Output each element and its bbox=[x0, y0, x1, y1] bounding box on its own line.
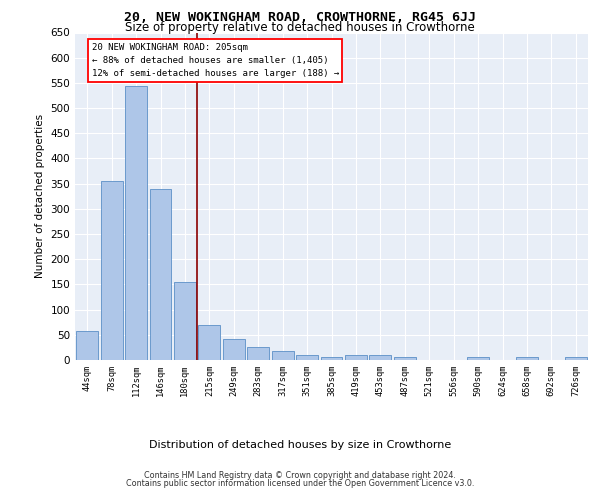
Bar bbox=[320, 358, 343, 360]
Y-axis label: Number of detached properties: Number of detached properties bbox=[35, 114, 45, 278]
Bar bbox=[76, 332, 98, 360]
Bar bbox=[345, 356, 367, 360]
Bar bbox=[174, 282, 196, 360]
Bar bbox=[223, 339, 245, 360]
Bar bbox=[199, 324, 220, 360]
Bar bbox=[516, 358, 538, 360]
Bar bbox=[125, 86, 147, 360]
Bar bbox=[101, 181, 122, 360]
Bar bbox=[149, 189, 172, 360]
Bar bbox=[467, 358, 489, 360]
Bar bbox=[247, 348, 269, 360]
Text: 20 NEW WOKINGHAM ROAD: 205sqm
← 88% of detached houses are smaller (1,405)
12% o: 20 NEW WOKINGHAM ROAD: 205sqm ← 88% of d… bbox=[92, 42, 339, 78]
Text: Contains public sector information licensed under the Open Government Licence v3: Contains public sector information licen… bbox=[126, 478, 474, 488]
Bar bbox=[370, 356, 391, 360]
Text: Size of property relative to detached houses in Crowthorne: Size of property relative to detached ho… bbox=[125, 22, 475, 35]
Bar bbox=[565, 358, 587, 360]
Text: Contains HM Land Registry data © Crown copyright and database right 2024.: Contains HM Land Registry data © Crown c… bbox=[144, 471, 456, 480]
Bar bbox=[394, 358, 416, 360]
Text: 20, NEW WOKINGHAM ROAD, CROWTHORNE, RG45 6JJ: 20, NEW WOKINGHAM ROAD, CROWTHORNE, RG45… bbox=[124, 11, 476, 24]
Bar bbox=[272, 352, 293, 360]
Text: Distribution of detached houses by size in Crowthorne: Distribution of detached houses by size … bbox=[149, 440, 451, 450]
Bar bbox=[296, 355, 318, 360]
